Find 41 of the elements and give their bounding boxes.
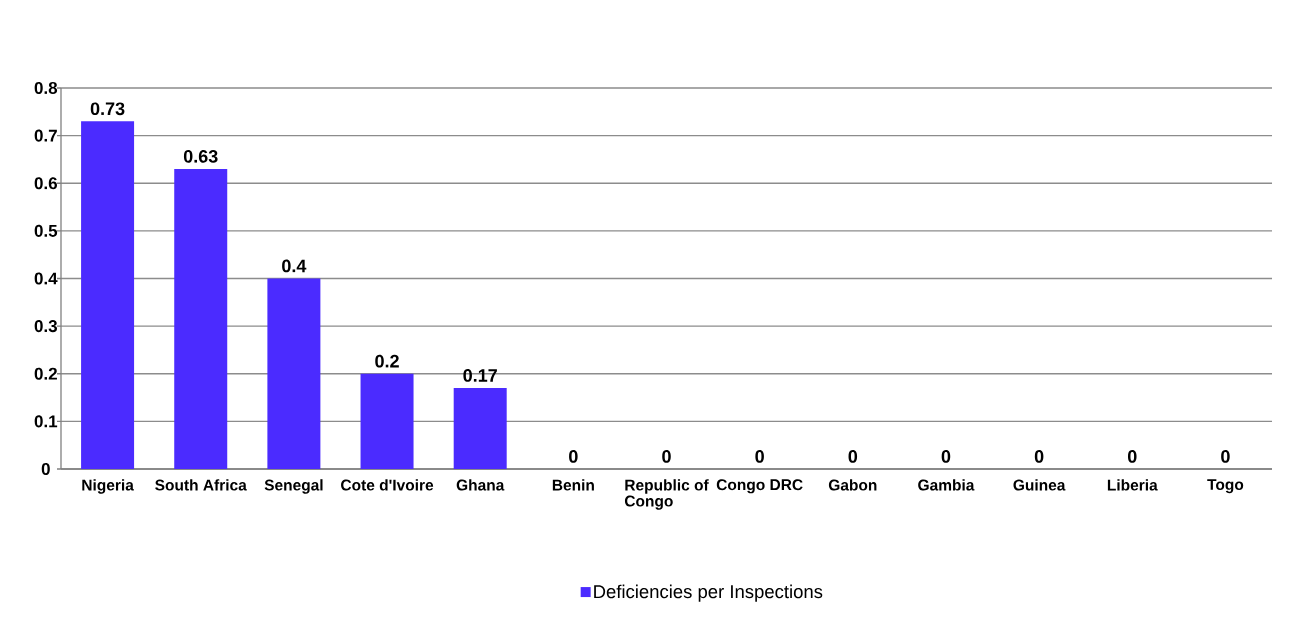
x-tick-label: Senegal	[264, 479, 323, 494]
x-tick-label: Gambia	[918, 479, 975, 491]
data-label: 0	[1221, 450, 1230, 463]
data-label: 0.2	[375, 354, 399, 368]
bar	[81, 121, 135, 469]
y-tick-label: 0	[41, 462, 50, 476]
legend-label: Deficiencies per Inspections	[594, 584, 823, 602]
x-tick-label: Ghana	[456, 479, 505, 491]
x-tick-label: Guinea	[1013, 479, 1066, 491]
data-label: 0	[941, 450, 951, 463]
y-tick-label: 0.5	[34, 224, 58, 237]
x-tick-label: Togo	[1207, 479, 1244, 494]
bar	[174, 168, 228, 469]
x-tick-label: Gabon	[828, 479, 877, 491]
x-tick-label: Liberia	[1107, 479, 1158, 491]
data-label: 0	[569, 450, 578, 463]
y-tick-label: 0.2	[34, 367, 57, 380]
y-tick-label: 0.4	[34, 272, 58, 285]
data-label: 0.4	[282, 259, 307, 273]
y-tick-label: 0.1	[34, 415, 58, 428]
data-label: 0	[1034, 450, 1044, 463]
y-tick-label: 0.7	[34, 129, 57, 142]
data-label: 0	[848, 450, 858, 463]
x-tick-label: Cote d'Ivoire	[341, 479, 434, 491]
bar	[267, 278, 321, 469]
y-tick-label: 0.6	[34, 177, 58, 190]
x-tick-label: South Africa	[155, 479, 247, 491]
x-tick-label: Benin	[552, 479, 594, 491]
data-label: 0.17	[463, 369, 497, 382]
x-tick-label: Congo DRC	[716, 479, 803, 494]
bar	[360, 373, 414, 469]
data-label: 0	[755, 450, 764, 463]
bar	[453, 388, 507, 469]
y-tick-label: 0.8	[34, 81, 58, 95]
data-label: 0.63	[183, 150, 218, 163]
y-tick-label: 0.3	[34, 320, 58, 333]
data-label: 0	[662, 450, 671, 463]
x-tick-label: Nigeria	[82, 479, 134, 494]
data-label: 0.73	[90, 102, 125, 116]
x-tick-label: Republic of Congo	[624, 479, 709, 510]
data-label: 0	[1127, 450, 1137, 463]
